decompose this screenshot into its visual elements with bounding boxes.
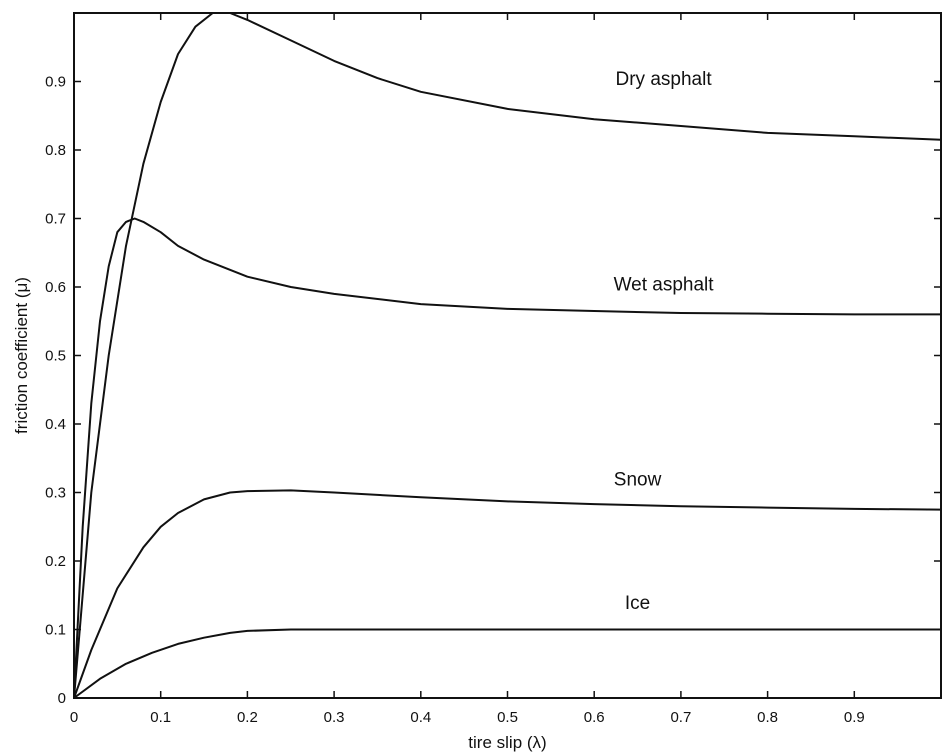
x-tick-label: 0.6 <box>584 709 605 726</box>
annotation-snow: Snow <box>614 470 662 491</box>
y-tick-label: 0.5 <box>45 348 66 365</box>
y-tick-label: 0.7 <box>45 211 66 228</box>
y-tick-label: 0.1 <box>45 622 66 639</box>
y-tick-label: 0.2 <box>45 553 66 570</box>
x-tick-label: 0.2 <box>237 709 258 726</box>
x-tick-label: 0.9 <box>844 709 865 726</box>
curves <box>73 12 942 699</box>
annotations: Dry asphalt Wet asphalt Snow Ice <box>614 69 715 614</box>
y-tick-label: 0 <box>58 690 66 707</box>
y-tick-label: 0.8 <box>45 142 66 159</box>
x-tick-label: 0.1 <box>150 709 171 726</box>
plot-frame <box>73 12 942 699</box>
annotation-ice: Ice <box>625 593 650 614</box>
x-tick-label: 0.5 <box>497 709 518 726</box>
x-tick-label: 0.3 <box>324 709 345 726</box>
curve-snow <box>73 489 942 699</box>
x-tick-label: 0 <box>70 709 78 726</box>
curve-ice <box>73 628 941 699</box>
y-axis-label: friction coefficient (μ) <box>12 277 31 434</box>
y-tick-label: 0.3 <box>45 485 66 502</box>
x-tick-label: 0.8 <box>757 709 778 726</box>
curve-dry-asphalt <box>73 12 942 699</box>
annotation-dry-asphalt: Dry asphalt <box>616 69 713 90</box>
x-tick-label: 0.4 <box>410 709 431 726</box>
x-tick-label: 0.7 <box>670 709 691 726</box>
annotation-wet-asphalt: Wet asphalt <box>614 274 715 295</box>
axes: 0 0.1 0.2 0.3 0.4 0.5 0.6 0.7 0.8 0.9 0 0.1 0.2 0.3 0.… <box>45 12 942 726</box>
y-tick-label: 0.6 <box>45 279 66 296</box>
curve-wet-asphalt <box>73 217 941 699</box>
y-tick-label: 0.9 <box>45 74 66 91</box>
y-tick-label: 0.4 <box>45 416 66 433</box>
x-axis-label: tire slip (λ) <box>468 733 546 752</box>
